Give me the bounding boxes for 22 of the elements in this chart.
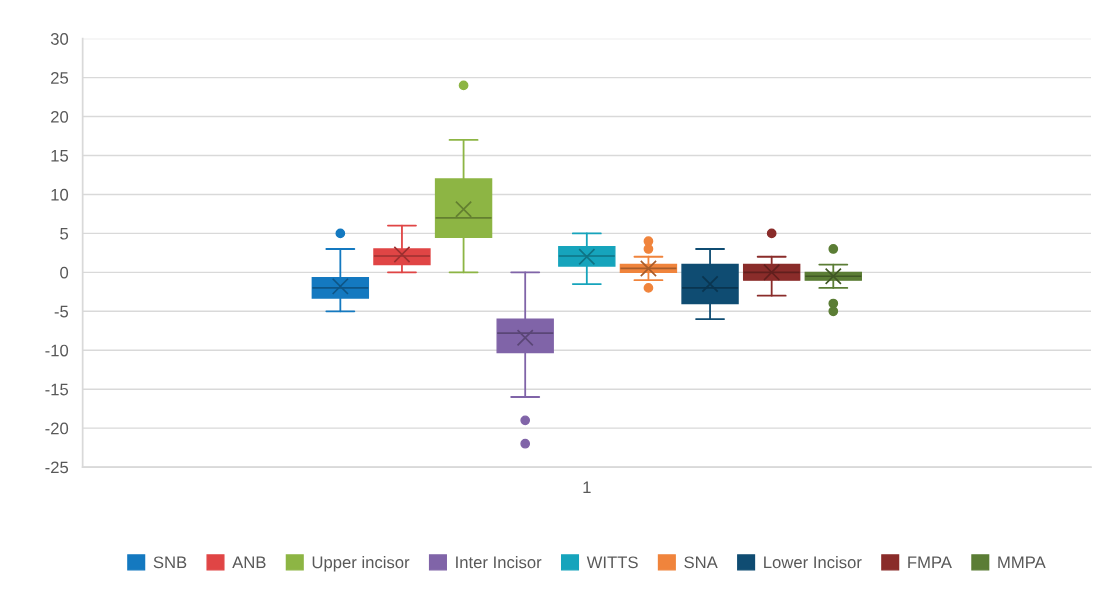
y-tick-label: 15 [51,150,69,162]
legend-label: ANB [232,556,266,569]
legend-label: Lower Incisor [764,555,862,569]
legend-label: MMPA [998,556,1046,569]
y-tick-label: -25 [45,461,69,474]
y-tick-label: 25 [51,72,69,84]
legend-label: WITTS [586,556,638,569]
legend-label: Upper incisor [312,555,410,572]
y-tick-label: 0 [60,266,69,279]
y-tick-label: 10 [51,188,69,201]
legend-label: SNA [684,556,718,569]
y-tick-label: 5 [60,227,69,240]
y-tick-label: -20 [45,422,69,435]
y-tick-label: -10 [45,344,69,357]
y-tick-label: -5 [54,305,69,318]
legend-label: FMPA [908,556,952,569]
y-tick-label: 30 [50,33,69,45]
legend-label: SNB [153,556,187,569]
legend-label: Inter Incisor [456,555,542,569]
y-tick-label: -15 [45,383,69,396]
x-tick-label: 1 [583,481,591,494]
y-tick-label: 20 [51,110,69,123]
